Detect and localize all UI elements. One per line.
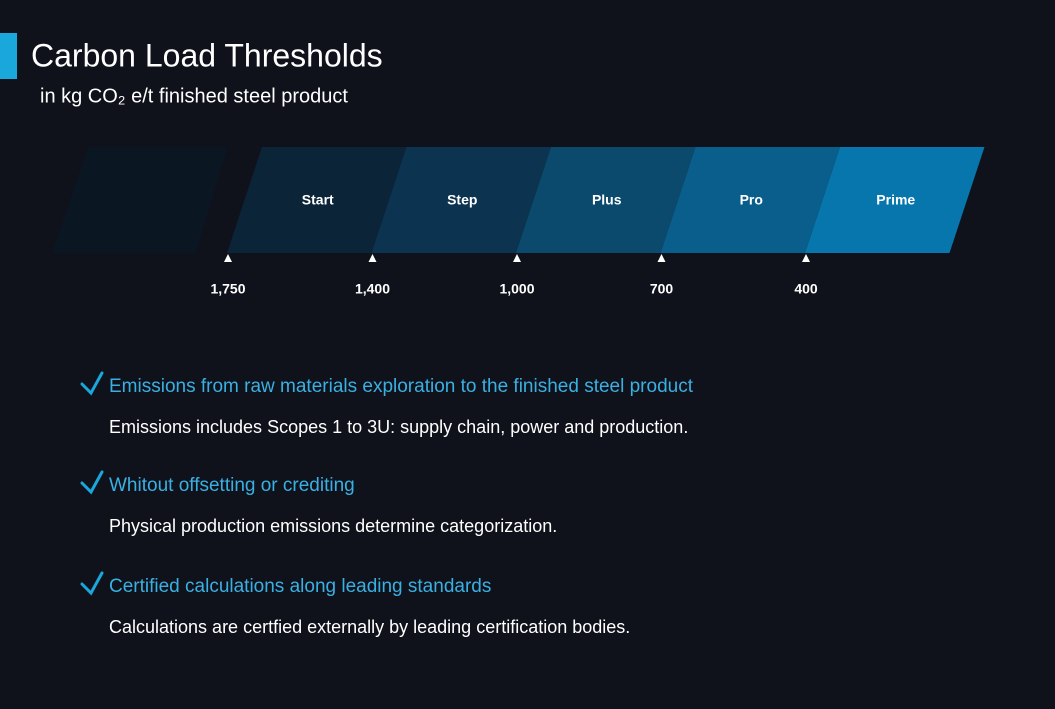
item-text: Emissions includes Scopes 1 to 3U: suppl… (109, 417, 688, 437)
threshold-label: 700 (650, 281, 674, 297)
item-heading: Emissions from raw materials exploration… (109, 376, 694, 397)
item-heading: Certified calculations along leading sta… (109, 576, 491, 597)
item-text: Calculations are certfied externally by … (109, 617, 630, 637)
empty-band (52, 147, 228, 253)
threshold-marker (802, 254, 810, 262)
tier-band (227, 147, 407, 253)
threshold-marker (224, 254, 232, 262)
tier-label: Plus (592, 192, 622, 208)
tier-band (516, 147, 696, 253)
tier-label: Prime (876, 192, 915, 208)
threshold-marker (513, 254, 521, 262)
check-icon (80, 571, 104, 596)
threshold-label: 1,000 (499, 281, 534, 297)
tier-band (805, 147, 985, 253)
threshold-label: 1,750 (210, 281, 245, 297)
threshold-marker (657, 254, 666, 262)
check-icon (80, 470, 104, 495)
subtitle: in kg CO₂ e/t finished steel product (40, 85, 348, 107)
tier-label: Pro (740, 192, 763, 208)
tier-band (660, 147, 840, 253)
threshold-label: 1,400 (355, 281, 390, 297)
tier-label: Start (302, 192, 334, 208)
accent-bar (0, 33, 17, 79)
threshold-label: 400 (794, 281, 818, 297)
item-text: Physical production emissions determine … (109, 516, 557, 536)
tier-label: Step (447, 192, 477, 208)
threshold-marker (368, 254, 377, 262)
check-icon (80, 371, 104, 396)
tier-band (371, 147, 551, 253)
title: Carbon Load Thresholds (31, 37, 383, 73)
item-heading: Whitout offsetting or crediting (109, 475, 355, 496)
